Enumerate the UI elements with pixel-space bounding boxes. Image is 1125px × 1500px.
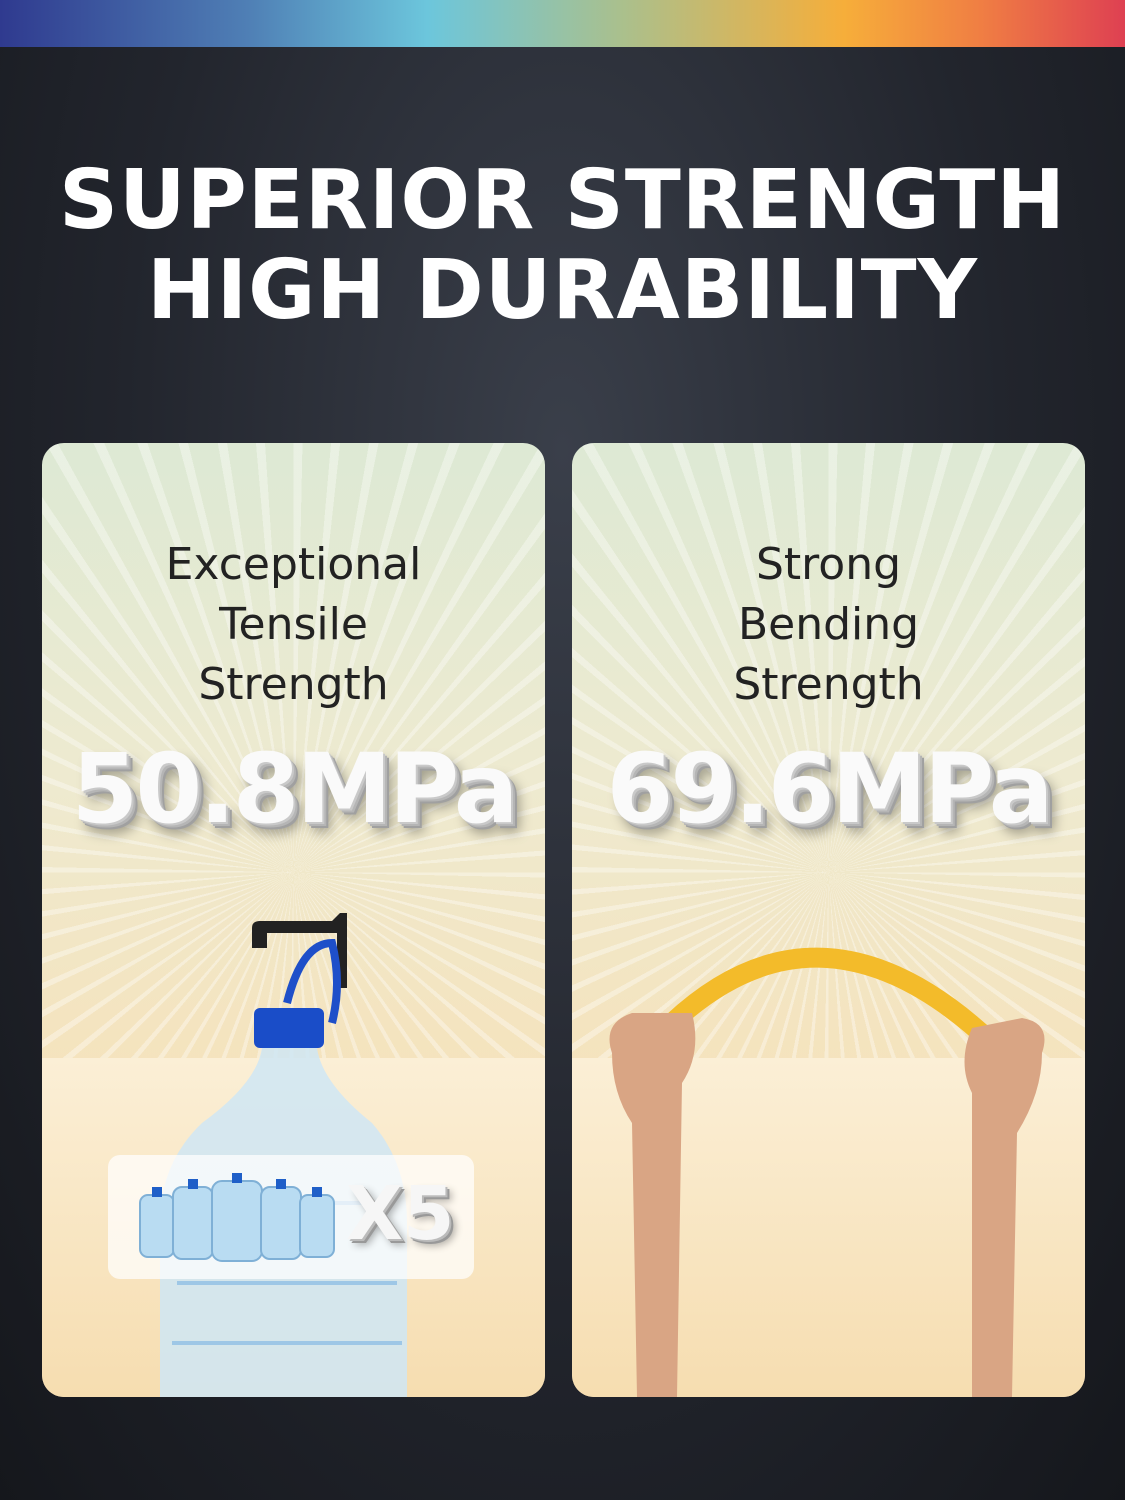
multiplier-text: X5 [346, 1171, 455, 1257]
label-line: Bending [737, 599, 920, 650]
bending-strength-card: Strong Bending Strength 69.6MPa [572, 443, 1085, 1397]
water-jugs-icon [139, 1173, 335, 1262]
label-line: Strength [198, 659, 389, 710]
label-line: Strength [733, 659, 924, 710]
tensile-strength-card: Exceptional Tensile Strength 50.8MPa X5 [42, 443, 545, 1397]
card-label: Strong Bending Strength [572, 535, 1085, 715]
hands-bending-strip-illustration [609, 947, 1045, 1397]
label-line: Exceptional [165, 539, 422, 590]
headline-line-2: HIGH DURABILITY [147, 243, 978, 338]
rainbow-bar [0, 0, 1125, 47]
bending-value: 69.6MPa [606, 733, 1054, 845]
tensile-value: 50.8MPa [71, 733, 519, 845]
load-multiplier-badge: X5 [108, 1155, 474, 1279]
label-line: Strong [755, 539, 902, 590]
card-label: Exceptional Tensile Strength [42, 535, 545, 715]
headline-line-1: SUPERIOR STRENGTH [58, 153, 1066, 248]
label-line: Tensile [219, 599, 368, 650]
